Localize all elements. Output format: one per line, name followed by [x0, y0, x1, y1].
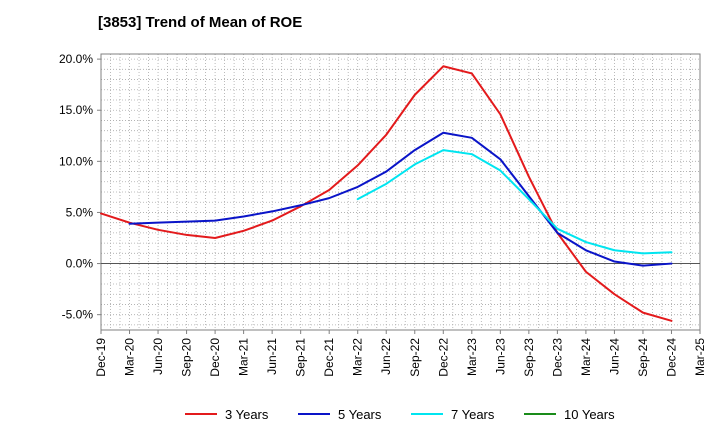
- x-tick-label: Jun-22: [379, 338, 393, 375]
- plot-area: [101, 54, 700, 330]
- y-tick-label: 10.0%: [59, 154, 93, 168]
- legend-label-7-years: 7 Years: [451, 407, 495, 422]
- x-tick-label: Dec-20: [208, 338, 222, 377]
- x-tick-label: Dec-24: [664, 338, 678, 377]
- y-tick-label: 5.0%: [66, 205, 94, 219]
- x-tick-label: Jun-20: [151, 338, 165, 375]
- y-axis-ticks: 20.0% 15.0% 10.0% 5.0% 0.0% -5.0%: [59, 52, 101, 322]
- legend: 3 Years 5 Years 7 Years 10 Years: [185, 407, 615, 422]
- x-tick-label: Sep-20: [180, 338, 194, 377]
- x-tick-label: Jun-21: [265, 338, 279, 375]
- x-tick-label: Sep-22: [408, 338, 422, 377]
- legend-label-10-years: 10 Years: [564, 407, 615, 422]
- x-tick-label: Mar-22: [351, 338, 365, 376]
- x-tick-label: Mar-25: [693, 338, 707, 376]
- grid-lines: [101, 54, 700, 330]
- x-tick-label: Mar-21: [237, 338, 251, 376]
- legend-label-3-years: 3 Years: [225, 407, 269, 422]
- y-tick-label: 20.0%: [59, 52, 93, 66]
- y-tick-label: 0.0%: [66, 257, 94, 271]
- x-tick-label: Dec-19: [94, 338, 108, 377]
- x-tick-label: Sep-24: [636, 338, 650, 377]
- x-tick-label: Mar-23: [465, 338, 479, 376]
- x-axis-ticks: Dec-19 Mar-20 Jun-20 Sep-20 Dec-20 Mar-21 Jun-…: [94, 330, 707, 377]
- series-line-5-years: [130, 133, 672, 266]
- x-tick-label: Jun-24: [607, 338, 621, 375]
- y-tick-label: 15.0%: [59, 103, 93, 117]
- y-tick-label: -5.0%: [62, 308, 94, 322]
- x-tick-label: Dec-22: [436, 338, 450, 377]
- x-tick-label: Dec-21: [322, 338, 336, 377]
- x-tick-label: Mar-20: [123, 338, 137, 376]
- legend-label-5-years: 5 Years: [338, 407, 382, 422]
- line-chart: 20.0% 15.0% 10.0% 5.0% 0.0% -5.0% Dec-19 Mar-2…: [0, 0, 720, 440]
- x-tick-label: Sep-21: [294, 338, 308, 377]
- x-tick-label: Sep-23: [522, 338, 536, 377]
- x-tick-label: Jun-23: [493, 338, 507, 375]
- x-tick-label: Dec-23: [550, 338, 564, 377]
- series-line-7-years: [358, 150, 672, 253]
- x-tick-label: Mar-24: [579, 338, 593, 376]
